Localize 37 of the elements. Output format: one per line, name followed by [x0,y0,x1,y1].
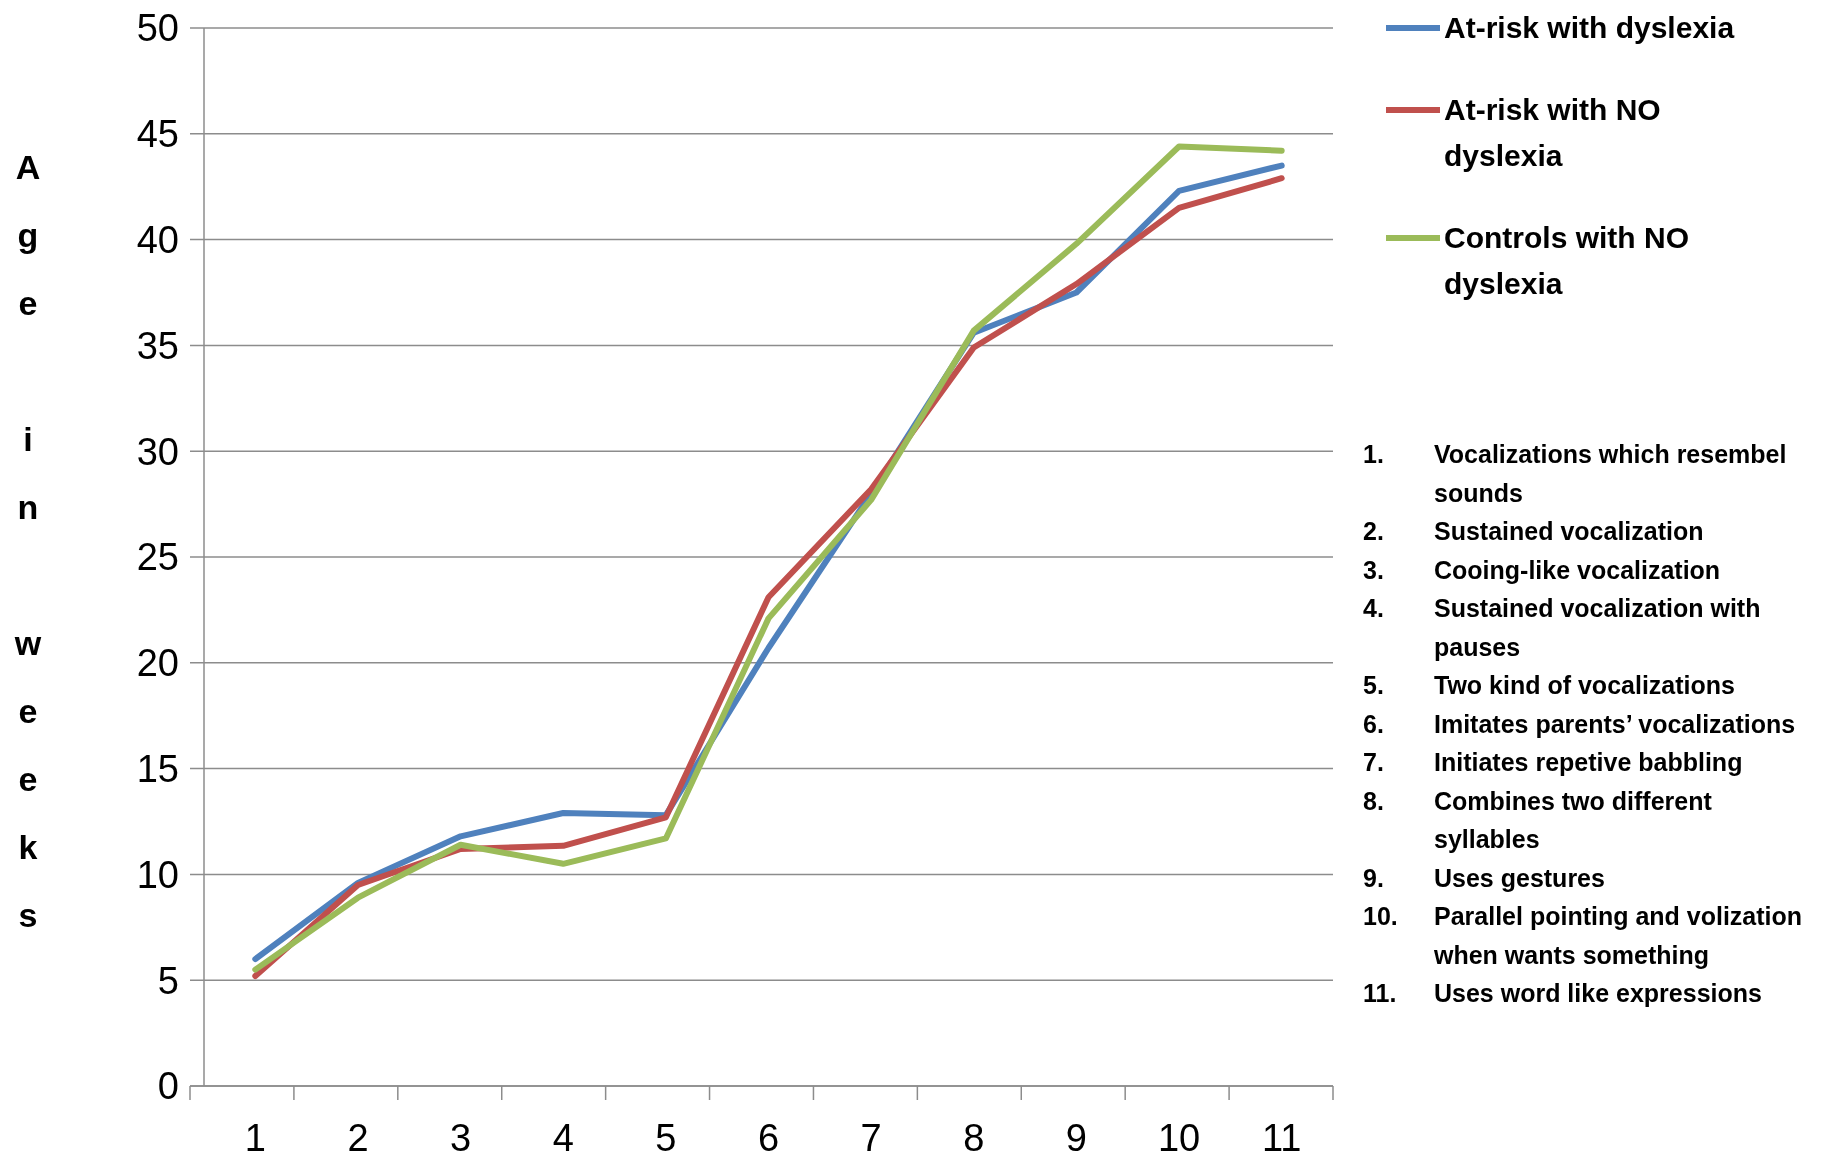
y-tick-label: 35 [136,324,179,367]
x-tick-label: 3 [450,1117,472,1159]
x-tick-label: 4 [552,1117,574,1159]
x-tick-label: 5 [655,1117,677,1159]
x-tick-label: 1 [244,1117,266,1159]
text: 1. Vocalizations which resembel sounds [1363,440,1787,507]
y-tick-label: 40 [136,218,179,261]
y-tick-label: 0 [157,1065,179,1108]
text: 10. Parallel pointing and volization when wants something [1363,902,1803,969]
legend-label: At-risk with NO dyslexia [1444,93,1661,172]
y-tick-label: 30 [136,430,179,473]
y-tick-label: 15 [136,747,179,790]
y-tick-label: 20 [136,642,179,685]
y-axis-title: Age in weeks [9,148,47,964]
x-tick-label: 7 [860,1117,882,1159]
text: 4. Sustained vocalization with pauses [1363,594,1761,661]
legend-label: Controls with NO dyslexia [1444,221,1689,300]
x-tick-label: 2 [347,1117,369,1159]
x-tick-label: 6 [757,1117,780,1159]
text: 7. Initiates repetive babbling [1363,748,1743,776]
y-tick-label: 50 [136,7,179,50]
y-tick-label: 25 [136,536,179,579]
x-tick-label: 11 [1261,1117,1302,1159]
x-tick-label: 8 [963,1117,985,1159]
text: 2. Sustained vocalization [1363,517,1704,545]
text: 5. Two kind of vocalizations [1363,671,1735,699]
x-tick-label: 9 [1065,1117,1087,1159]
x-tick-label: 10 [1157,1117,1201,1159]
text: 11. Uses word like expressions [1363,979,1762,1007]
text: 8. Combines two different syllables [1363,786,1712,853]
text: 6. Imitates parents’ vocalizations [1363,709,1796,738]
y-tick-label: 10 [136,853,179,896]
y-tick-label: 45 [136,113,179,156]
legend-label: At-risk with dyslexia [1444,11,1735,44]
y-tick-label: 5 [157,959,179,1002]
text: 3. Cooing-like vocalization [1363,555,1721,584]
text: 9. Uses gestures [1363,863,1605,892]
